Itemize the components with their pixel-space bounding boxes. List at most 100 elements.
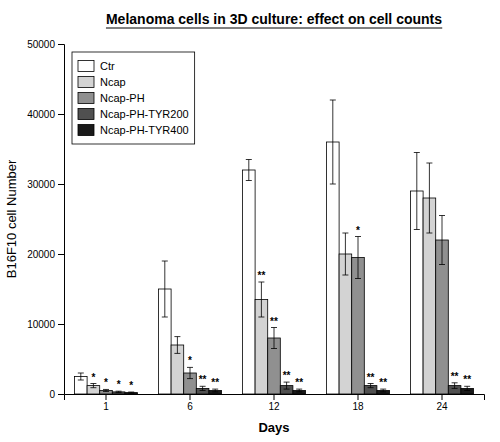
tick-mark bbox=[106, 394, 107, 400]
tick-mark bbox=[58, 44, 64, 45]
significance-marker: ** bbox=[451, 371, 459, 382]
error-bar bbox=[414, 153, 420, 230]
error-bar bbox=[330, 100, 336, 184]
tick: 0 bbox=[49, 389, 64, 400]
tick-mark bbox=[358, 394, 359, 400]
significance-marker: * bbox=[91, 372, 95, 383]
tick: 10000 bbox=[27, 319, 64, 330]
legend-swatch bbox=[78, 61, 94, 72]
tick: 24 bbox=[436, 394, 448, 412]
legend-label: Ncap bbox=[100, 76, 126, 88]
error-bar bbox=[116, 391, 122, 392]
error-bar bbox=[78, 373, 84, 380]
error-bar bbox=[162, 261, 168, 317]
significance-marker: * bbox=[356, 225, 360, 236]
error-bar bbox=[258, 282, 264, 317]
legend: Ctr Ncap Ncap-PH Ncap-PH-TYR200 Ncap-PH-TYR4… bbox=[72, 52, 195, 144]
tick-mark bbox=[442, 394, 443, 400]
tick-mark bbox=[58, 254, 64, 255]
tick-mark bbox=[58, 324, 64, 325]
tick-mark bbox=[58, 394, 64, 395]
error-bar bbox=[90, 384, 96, 388]
tick-label: 12 bbox=[268, 401, 280, 412]
tick-mark bbox=[274, 394, 275, 400]
series bbox=[112, 382, 461, 394]
legend-swatch bbox=[78, 109, 94, 120]
error-bar bbox=[342, 233, 348, 275]
legend-label: Ncap-PH bbox=[100, 92, 145, 104]
tick-label: 10000 bbox=[27, 319, 55, 330]
significance-marker: * bbox=[104, 377, 108, 388]
legend-label: Ncap-PH-TYR200 bbox=[100, 108, 189, 120]
error-bar bbox=[439, 216, 445, 265]
series bbox=[87, 163, 436, 394]
error-bar bbox=[355, 237, 361, 279]
tick-label: 40000 bbox=[27, 109, 55, 120]
significance-marker: ** bbox=[367, 372, 375, 383]
significance-marker: * bbox=[129, 380, 133, 391]
legend-label: Ctr bbox=[100, 60, 115, 72]
legend-frame bbox=[72, 52, 195, 144]
error-bar bbox=[271, 328, 277, 349]
tick: 20000 bbox=[27, 249, 64, 260]
significance-marker: ** bbox=[283, 370, 291, 381]
significance-marker: ** bbox=[379, 377, 387, 388]
tick-label: 0 bbox=[49, 389, 55, 400]
legend-swatch bbox=[78, 77, 94, 88]
tick-label: 6 bbox=[187, 401, 193, 412]
axis-line bbox=[65, 395, 485, 401]
tick: 50000 bbox=[27, 39, 64, 50]
tick-label: 20000 bbox=[27, 249, 55, 260]
tick: 1 bbox=[103, 394, 109, 412]
tick-mark bbox=[58, 184, 64, 185]
tick-label: 18 bbox=[352, 401, 364, 412]
error-bar bbox=[380, 389, 386, 392]
tick: 18 bbox=[352, 394, 364, 412]
significance-marker: ** bbox=[211, 377, 219, 388]
error-bar bbox=[296, 389, 302, 392]
series bbox=[100, 216, 449, 395]
tick-label: 24 bbox=[436, 401, 448, 412]
significance-marker: * bbox=[117, 379, 121, 390]
error-bar bbox=[284, 382, 290, 389]
tick-mark bbox=[190, 394, 191, 400]
error-bar bbox=[103, 389, 109, 391]
error-bar bbox=[200, 386, 206, 390]
legend-label: Ncap-PH-TYR400 bbox=[100, 124, 189, 136]
axis-line bbox=[58, 45, 65, 395]
tick: 30000 bbox=[27, 179, 64, 190]
y-axis-title: B16F10 cell Number bbox=[4, 159, 19, 278]
error-bar bbox=[452, 383, 458, 389]
plot: 0100002000030000400005000016121824******… bbox=[27, 39, 484, 412]
legend-swatch bbox=[78, 93, 94, 104]
tick: 6 bbox=[187, 394, 193, 412]
significance-marker: * bbox=[188, 355, 192, 366]
error-bar bbox=[368, 384, 374, 388]
tick-label: 30000 bbox=[27, 179, 55, 190]
bar bbox=[243, 170, 256, 394]
error-bar bbox=[246, 160, 252, 181]
significance-marker: ** bbox=[295, 377, 303, 388]
tick-label: 50000 bbox=[27, 39, 55, 50]
significance-marker: ** bbox=[258, 270, 266, 281]
significance-marker: ** bbox=[199, 374, 207, 385]
tick-label: 1 bbox=[103, 401, 109, 412]
bar bbox=[125, 393, 138, 394]
x-axis: 1 6 12 18 24 bbox=[65, 394, 485, 412]
error-bar bbox=[212, 389, 218, 392]
significance-marker: ** bbox=[270, 316, 278, 327]
title-underline bbox=[106, 28, 442, 29]
error-bar bbox=[128, 392, 134, 393]
tick: 40000 bbox=[27, 109, 64, 120]
bar bbox=[112, 392, 125, 394]
tick-mark bbox=[58, 114, 64, 115]
y-axis: 0 10000 20000 30000 40000 50000 bbox=[27, 39, 64, 400]
chart: 0100002000030000400005000016121824******… bbox=[0, 0, 500, 442]
x-axis-title: Days bbox=[258, 420, 289, 435]
error-bar bbox=[464, 386, 470, 390]
annotations: ************************** bbox=[91, 225, 471, 392]
tick: 12 bbox=[268, 394, 280, 412]
legend-swatch bbox=[78, 125, 94, 136]
error-bar bbox=[174, 337, 180, 354]
error-bar bbox=[426, 163, 432, 233]
